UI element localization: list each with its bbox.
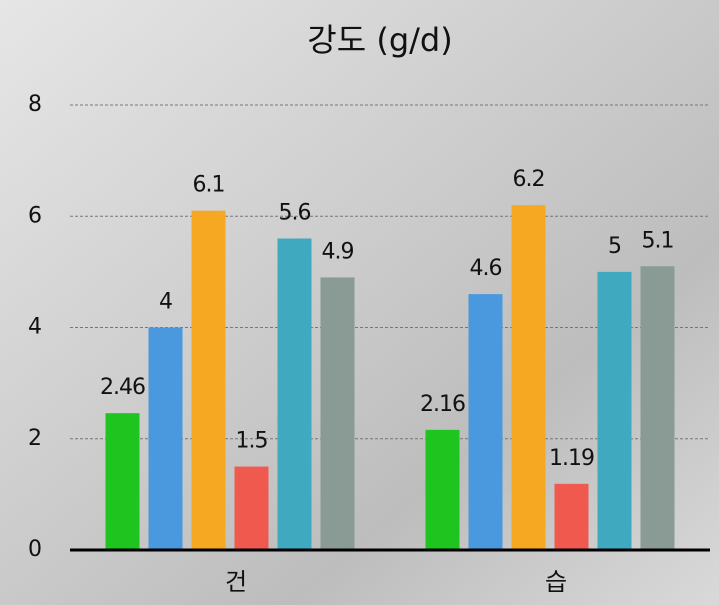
- bar: [640, 266, 675, 550]
- bar: [511, 205, 546, 550]
- value-label: 5: [608, 234, 621, 259]
- bar: [425, 429, 460, 550]
- value-label: 2.16: [420, 392, 465, 417]
- y-tick-label: 8: [28, 92, 42, 117]
- value-label: 1.5: [236, 429, 268, 454]
- bar: [234, 466, 269, 550]
- value-label: 6.2: [513, 167, 545, 192]
- bar: [554, 483, 589, 550]
- value-label: 4.9: [322, 239, 354, 264]
- bar: [148, 327, 183, 550]
- bar: [191, 210, 226, 550]
- value-label: 5.1: [642, 228, 674, 253]
- y-tick-label: 2: [28, 426, 42, 451]
- chart-title: 강도 (g/d): [307, 21, 452, 59]
- y-tick-label: 6: [28, 203, 42, 228]
- x-tick-label: 건: [225, 568, 247, 596]
- value-label: 5.6: [279, 201, 311, 226]
- value-label: 1.19: [549, 446, 594, 471]
- bar: [277, 238, 312, 550]
- y-tick-label: 4: [28, 315, 42, 340]
- value-label: 6.1: [193, 173, 225, 198]
- value-label: 4: [159, 290, 172, 315]
- y-tick-label: 0: [28, 537, 42, 562]
- x-tick-label: 습: [545, 568, 567, 596]
- bar: [597, 271, 632, 550]
- value-label: 4.6: [470, 256, 502, 281]
- value-label: 2.46: [100, 375, 145, 400]
- bar: [105, 413, 140, 550]
- bar: [468, 294, 503, 550]
- bar: [320, 277, 355, 550]
